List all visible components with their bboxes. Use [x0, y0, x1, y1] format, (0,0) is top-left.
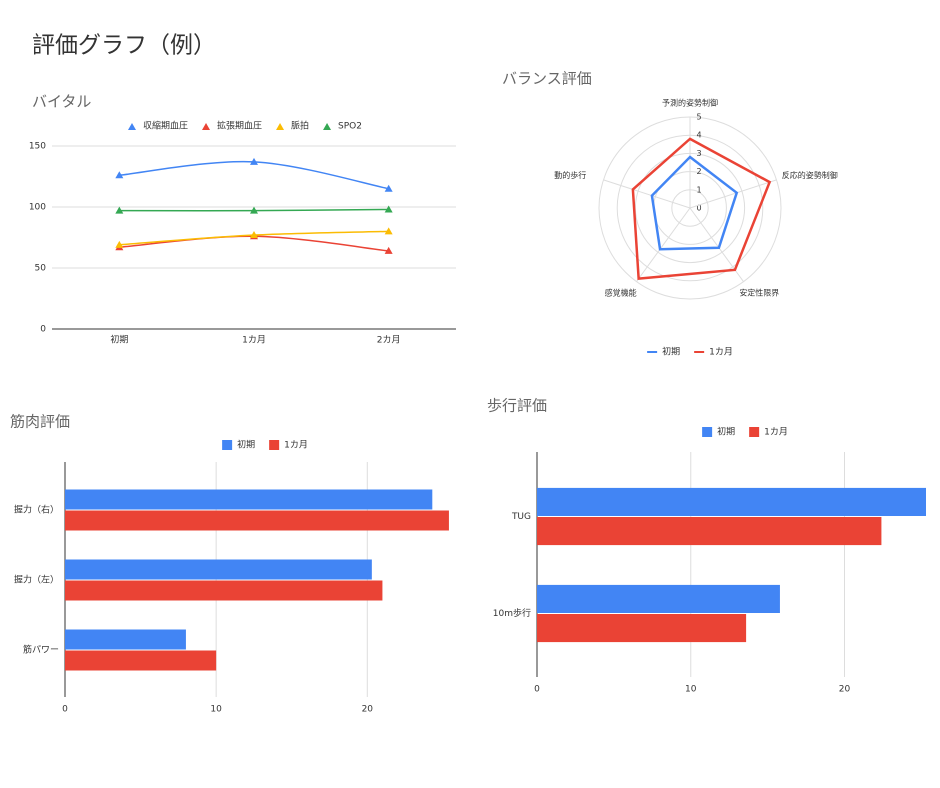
legend-label: 1カ月 — [284, 440, 308, 451]
bar — [537, 487, 926, 516]
legend-marker — [276, 123, 285, 130]
r-tick-label: 2 — [696, 167, 701, 176]
legend: 収縮期血圧 拡張期血圧 脈拍 SPO2 — [128, 120, 362, 132]
point — [384, 227, 393, 235]
legend-marker — [222, 440, 233, 450]
point — [115, 206, 124, 214]
y-tick-label: TUG — [511, 512, 531, 522]
point — [115, 240, 124, 248]
legend: 初期 1カ月 — [702, 426, 788, 438]
category-label: 動的歩行 — [554, 170, 586, 180]
legend-label: 1カ月 — [764, 427, 788, 438]
y-tick-label: 0 — [40, 325, 46, 335]
legend-marker — [202, 123, 211, 130]
legend-label: 拡張期血圧 — [217, 120, 262, 132]
legend-marker — [269, 440, 280, 450]
y-tick-label: 150 — [29, 142, 46, 152]
legend-label: 脈拍 — [291, 120, 309, 132]
legend-marker — [749, 427, 760, 437]
r-tick-label: 5 — [696, 113, 701, 122]
legend-label: 初期 — [662, 346, 680, 358]
spoke — [636, 207, 691, 282]
point — [115, 171, 124, 179]
legend: 初期 1カ月 — [647, 346, 733, 358]
x-tick-label: 10 — [685, 685, 697, 695]
category-label: 反応的姿勢制御 — [782, 170, 838, 180]
bar — [65, 489, 433, 510]
x-tick-label: 1カ月 — [242, 335, 266, 346]
bar — [65, 580, 383, 601]
legend-label: 収縮期血圧 — [143, 120, 188, 132]
chart-title: 筋肉評価 — [10, 413, 70, 431]
r-tick-label: 0 — [696, 204, 701, 213]
category-label: 予測的姿勢制御 — [662, 98, 718, 108]
spoke — [603, 179, 691, 209]
page-title: 評価グラフ（例） — [32, 33, 216, 59]
spoke — [689, 179, 777, 209]
bar — [65, 650, 217, 671]
legend-label: SPO2 — [338, 122, 362, 132]
x-tick-label: 0 — [62, 705, 68, 715]
r-tick-label: 1 — [696, 185, 701, 194]
point — [250, 206, 258, 214]
bar — [65, 559, 372, 580]
legend-marker — [128, 123, 136, 130]
x-tick-label: 20 — [839, 685, 851, 695]
y-tick-label: 筋パワー — [23, 644, 59, 656]
series-line — [119, 160, 389, 190]
chart-title: バランス評価 — [502, 70, 592, 88]
y-tick-label: 100 — [29, 203, 46, 213]
point — [384, 184, 393, 192]
point — [384, 246, 393, 254]
point — [384, 205, 393, 213]
chart-title: 歩行評価 — [487, 397, 547, 415]
y-tick-label: 握力（右） — [14, 504, 59, 516]
x-tick-label: 10 — [210, 705, 222, 715]
r-tick-label: 4 — [696, 131, 701, 140]
bar — [65, 510, 449, 531]
y-tick-label: 握力（左） — [14, 574, 59, 586]
series-polygon — [631, 137, 772, 281]
bar — [537, 584, 780, 613]
legend-label: 1カ月 — [709, 347, 733, 358]
category-label: 感覚機能 — [605, 287, 637, 297]
legend-label: 初期 — [237, 439, 255, 451]
legend-marker — [323, 123, 332, 130]
x-tick-label: 20 — [362, 705, 374, 715]
legend-label: 初期 — [717, 426, 735, 438]
chart-title: バイタル — [32, 93, 91, 111]
series-polygon — [650, 155, 739, 251]
x-tick-label: 初期 — [110, 334, 128, 346]
bar — [65, 629, 186, 650]
x-tick-label: 2カ月 — [377, 335, 401, 346]
x-tick-label: 0 — [534, 685, 540, 695]
category-label: 安定性限界 — [739, 287, 779, 297]
r-tick-label: 3 — [696, 149, 701, 158]
bar — [537, 614, 747, 643]
y-tick-label: 10m歩行 — [493, 607, 531, 619]
legend: 初期 1カ月 — [222, 439, 308, 451]
point — [250, 231, 258, 239]
point — [250, 157, 258, 165]
legend-marker — [702, 427, 713, 437]
bar — [537, 517, 882, 546]
y-tick-label: 50 — [35, 264, 47, 274]
